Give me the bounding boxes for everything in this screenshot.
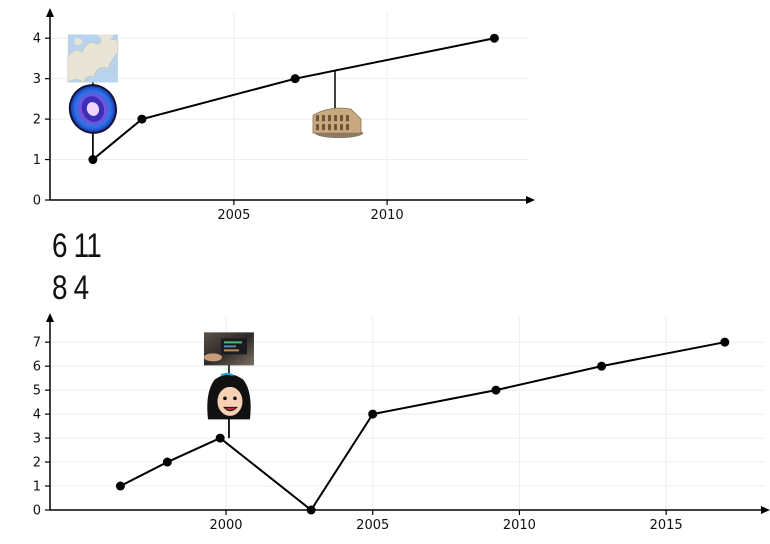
data-point <box>597 361 607 371</box>
y-tick-label: 3 <box>33 432 41 447</box>
y-tick-label: 0 <box>33 504 41 519</box>
y-tick-label: 7 <box>33 336 41 351</box>
middle-text-line-2: 8 4 <box>52 269 89 307</box>
colosseum-icon <box>312 107 363 139</box>
data-point <box>162 457 172 467</box>
y-tick-label: 2 <box>33 113 41 128</box>
top-chart: 0 1 2 3 4 2005 2010 <box>33 8 535 223</box>
y-tick-label: 6 <box>33 360 41 375</box>
x-tick-label: 2000 <box>209 518 242 533</box>
y-tick-label: 4 <box>33 32 41 47</box>
data-point <box>306 505 316 515</box>
data-point <box>368 409 378 419</box>
cartoon-girl-icon <box>207 372 251 420</box>
y-tick-label: 1 <box>33 480 41 495</box>
x-tick-label: 2010 <box>371 208 404 223</box>
data-point <box>489 33 499 43</box>
y-tick-label: 0 <box>33 194 41 209</box>
series-line <box>119 341 725 512</box>
y-tick-label: 5 <box>33 384 41 399</box>
data-point <box>290 74 300 84</box>
data-point <box>88 155 98 165</box>
laptop-photo-icon <box>203 332 254 366</box>
data-point <box>215 433 225 443</box>
y-tick-label: 2 <box>33 456 41 471</box>
data-point <box>720 337 730 347</box>
y-tick-label: 4 <box>33 408 41 423</box>
x-tick-label: 2005 <box>356 518 389 533</box>
x-tick-label: 2015 <box>650 518 683 533</box>
x-axis-arrow <box>526 196 535 204</box>
map-of-europe-icon <box>67 34 119 84</box>
data-point <box>491 385 501 395</box>
y-axis-arrow <box>46 8 54 17</box>
y-axis-arrow <box>46 313 54 322</box>
bottom-chart: 0 1 2 3 4 5 6 7 2000 2005 2010 2015 <box>33 313 770 533</box>
x-tick-label: 2005 <box>217 208 250 223</box>
x-axis-arrow <box>761 506 770 514</box>
data-point <box>115 481 125 491</box>
middle-text-line-1: 6 11 <box>52 227 102 265</box>
data-point <box>137 114 147 124</box>
x-tick-label: 2010 <box>503 518 536 533</box>
y-tick-label: 1 <box>33 153 41 168</box>
galaxy-icon <box>68 84 118 134</box>
series-line <box>92 37 495 161</box>
y-tick-label: 3 <box>33 72 41 87</box>
